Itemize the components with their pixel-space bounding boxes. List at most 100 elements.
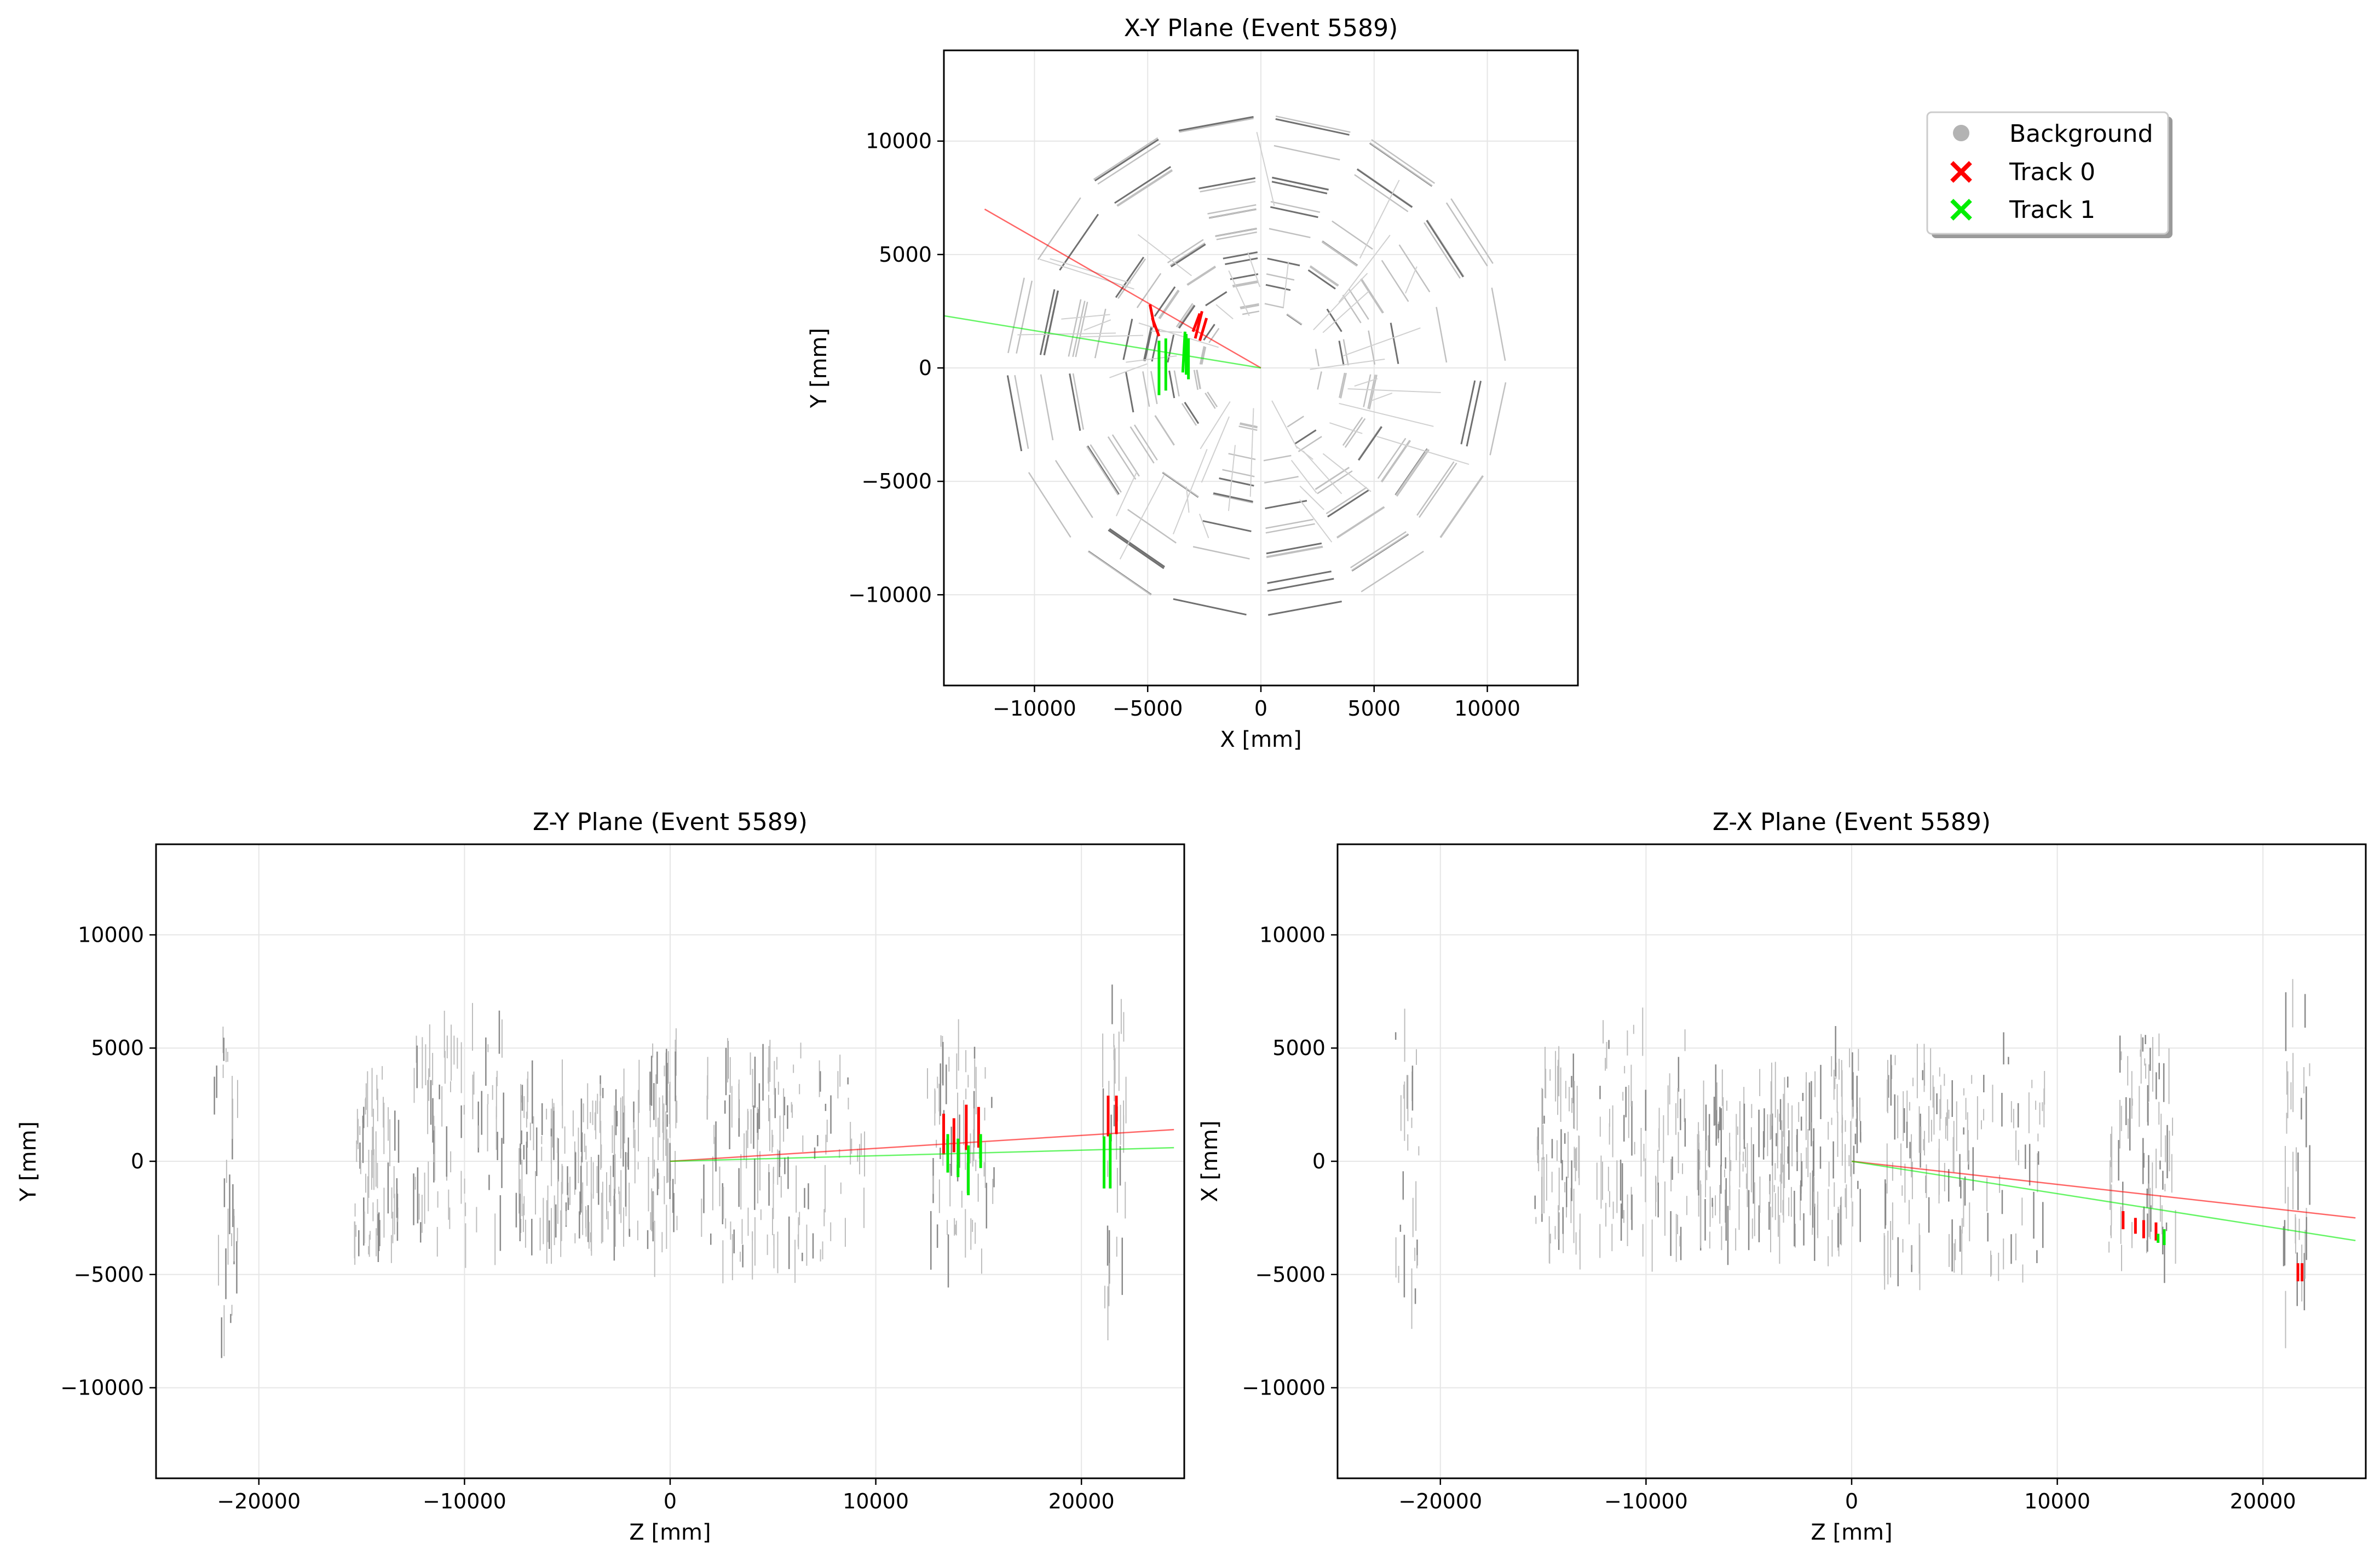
background-segment [1266,545,1323,557]
y-tick-label: 5000 [1272,1036,1326,1060]
background-segment [1270,201,1321,213]
xy-grid [944,50,1578,685]
background-segment [1028,472,1071,538]
background-segment [1240,304,1259,310]
background-segment [1336,506,1385,538]
background-segment [1117,258,1146,299]
background-segment [1321,241,1357,267]
background-segment [1381,440,1411,483]
background-segment [1273,145,1340,161]
background-segment [1310,265,1339,286]
background-segment [1014,375,1029,449]
background-segment [1398,244,1431,292]
background-segment [1326,308,1342,332]
background-segment [1342,295,1362,324]
track-1-fit-line [1851,1160,2356,1241]
background-segment [1144,326,1153,361]
zx-grid [1338,844,2366,1478]
background-segment [1127,509,1177,544]
y-tick-label: −5000 [861,469,932,493]
background-segment [1450,198,1494,264]
background-segment [1228,453,1256,460]
track-1-hit [1181,331,1186,373]
background-segment [1178,305,1196,329]
background-segment [1416,461,1455,516]
x-tick-label: 0 [1254,696,1267,721]
background-segment [1126,355,1177,363]
xy-background-hits [1006,115,1507,616]
background-segment [1322,453,1371,492]
background-segment [1137,234,1192,276]
background-segment [1215,304,1234,320]
legend-label-track-1: Track 1 [2009,196,2095,224]
background-segment [1184,401,1200,424]
background-segment [1269,228,1311,239]
x-tick-label: −10000 [993,696,1076,721]
background-segment [1094,139,1159,182]
background-segment [1354,174,1409,212]
track-1-marker-icon [1950,199,1972,221]
track-0-hit [1151,317,1161,337]
background-segment [1111,434,1140,477]
legend-item-track-0: Track 0 [1950,158,2095,186]
background-segment [1270,206,1318,218]
background-segment [1075,302,1088,358]
background-segment [1122,319,1133,360]
background-segment [1203,324,1215,341]
background-segment [1084,319,1111,331]
background-segment [1208,208,1257,219]
background-segment [1265,500,1307,510]
background-segment [1309,266,1339,287]
background-segment [1368,375,1378,410]
background-segment [1338,341,1345,366]
x-tick-label: −20000 [1398,1489,1482,1513]
legend-item-background: Background [1953,120,2153,148]
background-segment [1351,533,1409,572]
background-segment [1239,423,1258,429]
background-segment [1426,220,1464,278]
background-segment [1213,493,1253,504]
background-segment [1207,391,1218,407]
background-segment [1368,330,1376,365]
background-segment [1256,131,1275,206]
background-segment [1205,393,1216,409]
background-segment [1187,266,1217,286]
background-segment [1303,450,1342,494]
x-tick-label: −10000 [1604,1489,1688,1513]
background-segment [1050,258,1131,284]
background-segment [1264,476,1299,484]
background-segment [1347,388,1441,393]
background-segment [1133,424,1158,461]
background-segment [1114,166,1172,204]
background-segment [1205,291,1228,307]
background-segment [1167,335,1175,363]
y-tick-label: 0 [1312,1149,1326,1173]
x-tick-label: −5000 [1113,696,1183,721]
background-segment [1200,181,1256,193]
background-segment [1007,278,1025,353]
background-segment [1125,372,1134,413]
background-segment [1167,239,1204,263]
background-segment [1119,475,1165,560]
background-segment [1142,371,1150,407]
background-segment [1344,418,1366,448]
background-segment [1185,486,1190,513]
background-segment [1313,273,1368,331]
xy-ylabel: Y [mm] [806,328,832,408]
background-segment [1275,118,1350,136]
background-segment [1130,426,1155,464]
zy-plane-plot: −20000 −10000 0 10000 20000 −10000 −5000 0 5000 1… [16,808,1185,1545]
background-segment [1215,228,1257,237]
background-segment [1186,266,1216,285]
background-segment [1332,220,1373,250]
background-segment [1171,243,1206,268]
background-segment [1228,445,1236,511]
background-segment [1440,475,1484,538]
y-tick-label: 10000 [78,923,144,947]
x-tick-label: 10000 [843,1489,909,1513]
x-tick-label: 5000 [1347,696,1401,721]
background-segment [1340,372,1347,399]
background-segment [1298,436,1322,452]
background-segment [1290,460,1317,494]
